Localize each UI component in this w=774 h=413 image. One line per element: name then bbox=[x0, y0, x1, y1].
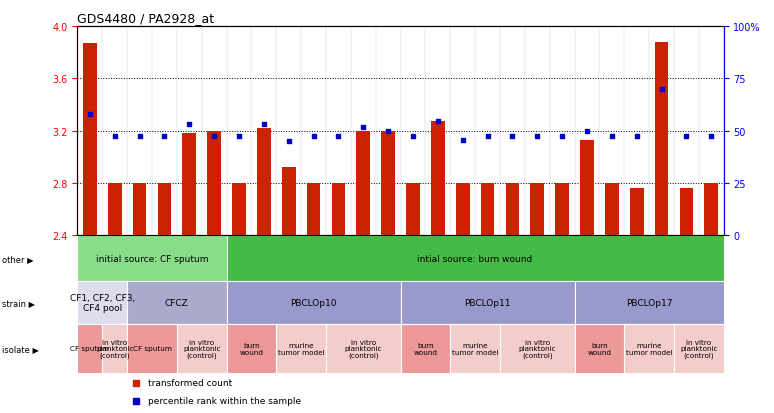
Bar bbox=[127, 282, 227, 324]
Point bbox=[307, 133, 320, 140]
Bar bbox=[630, 189, 643, 236]
Bar bbox=[257, 129, 271, 236]
Bar bbox=[500, 324, 574, 373]
Text: burn
wound: burn wound bbox=[239, 342, 263, 355]
Text: burn
wound: burn wound bbox=[413, 342, 437, 355]
Bar bbox=[176, 324, 227, 373]
Point bbox=[432, 119, 444, 126]
Bar bbox=[227, 236, 724, 282]
Point bbox=[283, 138, 295, 145]
Text: GDS4480 / PA2928_at: GDS4480 / PA2928_at bbox=[77, 12, 214, 25]
Text: murine
tumor model: murine tumor model bbox=[452, 342, 498, 355]
Point bbox=[357, 124, 369, 131]
Bar bbox=[132, 183, 146, 236]
Text: in vitro
planktonic
(control): in vitro planktonic (control) bbox=[519, 339, 556, 358]
Point bbox=[332, 133, 344, 140]
Point bbox=[531, 133, 543, 140]
Bar bbox=[431, 122, 445, 236]
Text: in vitro
planktonic
(control): in vitro planktonic (control) bbox=[96, 339, 133, 358]
Point bbox=[631, 133, 643, 140]
Bar bbox=[680, 189, 694, 236]
Bar bbox=[158, 183, 171, 236]
Text: initial source: CF sputum: initial source: CF sputum bbox=[96, 254, 208, 263]
Text: other ▶: other ▶ bbox=[2, 254, 34, 263]
Text: PBCLOp17: PBCLOp17 bbox=[626, 298, 673, 307]
Point bbox=[457, 137, 469, 144]
Text: murine
tumor model: murine tumor model bbox=[626, 342, 673, 355]
Point bbox=[84, 111, 96, 118]
Point bbox=[680, 133, 693, 140]
Bar bbox=[127, 324, 176, 373]
Bar bbox=[382, 131, 395, 236]
Bar bbox=[481, 183, 495, 236]
Bar bbox=[102, 324, 127, 373]
Text: CF sputum: CF sputum bbox=[70, 345, 109, 351]
Point bbox=[580, 128, 593, 135]
Bar bbox=[456, 183, 470, 236]
Bar bbox=[77, 282, 127, 324]
Text: PBCLOp11: PBCLOp11 bbox=[464, 298, 511, 307]
Bar bbox=[227, 324, 276, 373]
Text: strain ▶: strain ▶ bbox=[2, 298, 36, 307]
Point bbox=[233, 133, 245, 140]
Bar bbox=[207, 131, 221, 236]
Point bbox=[108, 133, 121, 140]
Bar bbox=[674, 324, 724, 373]
Bar bbox=[307, 183, 320, 236]
Text: burn
wound: burn wound bbox=[587, 342, 611, 355]
Point bbox=[158, 133, 170, 140]
Point bbox=[133, 133, 146, 140]
Bar bbox=[232, 183, 246, 236]
Point bbox=[506, 133, 519, 140]
Bar bbox=[580, 140, 594, 236]
Bar bbox=[704, 183, 718, 236]
Bar bbox=[555, 183, 569, 236]
Text: percentile rank within the sample: percentile rank within the sample bbox=[149, 396, 302, 406]
Bar bbox=[530, 183, 544, 236]
Point bbox=[258, 121, 270, 128]
Bar bbox=[401, 282, 574, 324]
Bar bbox=[401, 324, 450, 373]
Bar bbox=[77, 324, 102, 373]
Bar bbox=[83, 44, 97, 236]
Point bbox=[481, 133, 494, 140]
Bar bbox=[108, 183, 122, 236]
Text: PBCLOp10: PBCLOp10 bbox=[290, 298, 337, 307]
Bar bbox=[227, 282, 401, 324]
Bar bbox=[505, 183, 519, 236]
Bar bbox=[605, 183, 618, 236]
Bar bbox=[331, 183, 345, 236]
Point bbox=[407, 133, 420, 140]
Bar bbox=[326, 324, 401, 373]
Point bbox=[556, 133, 568, 140]
Point bbox=[183, 121, 196, 128]
Text: in vitro
planktonic
(control): in vitro planktonic (control) bbox=[344, 339, 382, 358]
Bar bbox=[356, 131, 370, 236]
Point bbox=[656, 86, 668, 93]
Text: transformed count: transformed count bbox=[149, 379, 233, 387]
Point bbox=[382, 128, 394, 135]
Point bbox=[605, 133, 618, 140]
Text: CFCZ: CFCZ bbox=[165, 298, 189, 307]
Text: murine
tumor model: murine tumor model bbox=[278, 342, 324, 355]
Text: CF1, CF2, CF3,
CF4 pool: CF1, CF2, CF3, CF4 pool bbox=[70, 293, 135, 312]
Point bbox=[705, 133, 717, 140]
Bar bbox=[77, 236, 227, 282]
Bar bbox=[406, 183, 420, 236]
Text: intial source: burn wound: intial source: burn wound bbox=[417, 254, 533, 263]
Bar bbox=[282, 168, 296, 236]
Bar bbox=[625, 324, 674, 373]
Bar bbox=[276, 324, 326, 373]
Bar bbox=[574, 282, 724, 324]
Bar bbox=[574, 324, 625, 373]
Text: in vitro
planktonic
(control): in vitro planktonic (control) bbox=[183, 339, 221, 358]
Point bbox=[208, 133, 221, 140]
Text: isolate ▶: isolate ▶ bbox=[2, 344, 39, 353]
Bar bbox=[655, 43, 669, 236]
Text: CF sputum: CF sputum bbox=[132, 345, 171, 351]
Bar bbox=[183, 134, 196, 236]
Bar bbox=[450, 324, 500, 373]
Text: in vitro
planktonic
(control): in vitro planktonic (control) bbox=[680, 339, 717, 358]
